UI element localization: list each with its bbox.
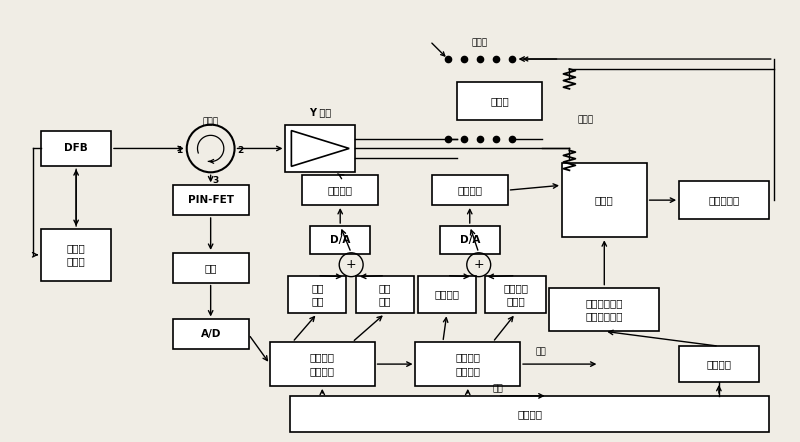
- Bar: [290, 396, 769, 432]
- Bar: [550, 288, 659, 332]
- Text: 螺线管驱动: 螺线管驱动: [708, 195, 739, 205]
- Bar: [485, 276, 546, 313]
- Text: 输出: 输出: [535, 347, 546, 356]
- Bar: [173, 253, 249, 282]
- Bar: [679, 346, 758, 382]
- Bar: [679, 181, 769, 219]
- Bar: [286, 125, 355, 172]
- Bar: [288, 276, 346, 313]
- Text: D/A: D/A: [459, 235, 480, 245]
- Text: +: +: [346, 258, 357, 271]
- Text: 光源驱
动电路: 光源驱 动电路: [66, 243, 86, 267]
- Text: 同步时钟: 同步时钟: [706, 359, 731, 369]
- Text: A/D: A/D: [201, 329, 221, 339]
- Bar: [173, 185, 249, 215]
- Text: 1: 1: [177, 146, 182, 155]
- Bar: [42, 130, 111, 166]
- Text: DFB: DFB: [64, 144, 88, 153]
- Bar: [458, 82, 542, 120]
- Text: 加法器: 加法器: [595, 195, 614, 205]
- Text: 反射镜: 反射镜: [578, 115, 594, 124]
- Bar: [415, 342, 520, 386]
- Text: 模拟放大: 模拟放大: [328, 185, 353, 195]
- Bar: [356, 276, 414, 313]
- Text: 输出: 输出: [493, 384, 503, 393]
- Text: PIN-FET: PIN-FET: [188, 195, 234, 205]
- Bar: [310, 226, 370, 254]
- Text: Y 波导: Y 波导: [310, 108, 331, 118]
- Bar: [173, 320, 249, 349]
- Text: 相位漂移
相关解调: 相位漂移 相关解调: [310, 353, 334, 376]
- Text: 反馈
相移: 反馈 相移: [379, 283, 391, 306]
- Bar: [432, 175, 508, 205]
- Text: 换能器: 换能器: [490, 96, 509, 106]
- Text: 磁场信号
相关解调: 磁场信号 相关解调: [455, 353, 480, 376]
- Bar: [418, 276, 476, 313]
- Bar: [270, 342, 374, 386]
- Text: 调制
方波: 调制 方波: [311, 283, 323, 306]
- Text: 模拟放大: 模拟放大: [458, 185, 482, 195]
- Text: 控制时序: 控制时序: [517, 409, 542, 419]
- Bar: [440, 226, 500, 254]
- Text: 前放: 前放: [205, 263, 217, 273]
- Bar: [302, 175, 378, 205]
- Bar: [562, 163, 646, 237]
- Text: D/A: D/A: [330, 235, 350, 245]
- Text: 3: 3: [213, 176, 219, 185]
- Text: 2: 2: [238, 146, 244, 155]
- Text: +: +: [474, 258, 484, 271]
- Text: 螺线管: 螺线管: [472, 38, 488, 47]
- Text: 环行器: 环行器: [202, 118, 218, 127]
- Text: 磁场零反
馈相移: 磁场零反 馈相移: [503, 283, 528, 306]
- Text: 高频正弦调制
磁场发生装置: 高频正弦调制 磁场发生装置: [586, 298, 623, 321]
- Text: 偏置磁场: 偏置磁场: [434, 290, 459, 300]
- Bar: [42, 229, 111, 281]
